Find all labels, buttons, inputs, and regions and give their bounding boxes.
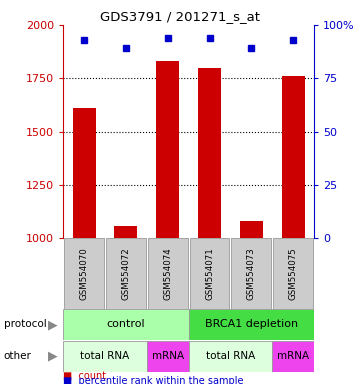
Bar <box>73 108 96 238</box>
Bar <box>273 238 313 309</box>
Bar <box>64 238 104 309</box>
Bar <box>147 341 188 372</box>
Bar <box>282 76 305 238</box>
Bar <box>63 341 147 372</box>
Text: ■  count: ■ count <box>63 371 106 381</box>
Text: other: other <box>4 351 31 361</box>
Text: GSM554075: GSM554075 <box>289 247 298 300</box>
Bar <box>188 309 314 340</box>
Text: control: control <box>106 319 145 329</box>
Text: GSM554070: GSM554070 <box>79 247 88 300</box>
Bar <box>148 238 188 309</box>
Text: total RNA: total RNA <box>206 351 255 361</box>
Text: GDS3791 / 201271_s_at: GDS3791 / 201271_s_at <box>100 10 261 23</box>
Bar <box>231 238 271 309</box>
Text: GSM554074: GSM554074 <box>163 247 172 300</box>
Text: ■  percentile rank within the sample: ■ percentile rank within the sample <box>63 376 244 384</box>
Bar <box>198 68 221 238</box>
Text: BRCA1 depletion: BRCA1 depletion <box>205 319 298 329</box>
Bar <box>240 221 263 238</box>
Bar <box>188 341 272 372</box>
Text: GSM554071: GSM554071 <box>205 247 214 300</box>
Text: protocol: protocol <box>4 319 46 329</box>
Text: total RNA: total RNA <box>81 351 130 361</box>
Bar <box>114 226 138 238</box>
Text: GSM554072: GSM554072 <box>121 247 130 300</box>
Text: mRNA: mRNA <box>152 351 184 361</box>
Text: GSM554073: GSM554073 <box>247 247 256 300</box>
Text: ▶: ▶ <box>48 350 57 363</box>
Bar <box>190 238 230 309</box>
Text: ▶: ▶ <box>48 318 57 331</box>
Bar <box>156 61 179 238</box>
Bar <box>272 341 314 372</box>
Bar <box>106 238 146 309</box>
Bar <box>63 309 188 340</box>
Text: mRNA: mRNA <box>277 351 309 361</box>
